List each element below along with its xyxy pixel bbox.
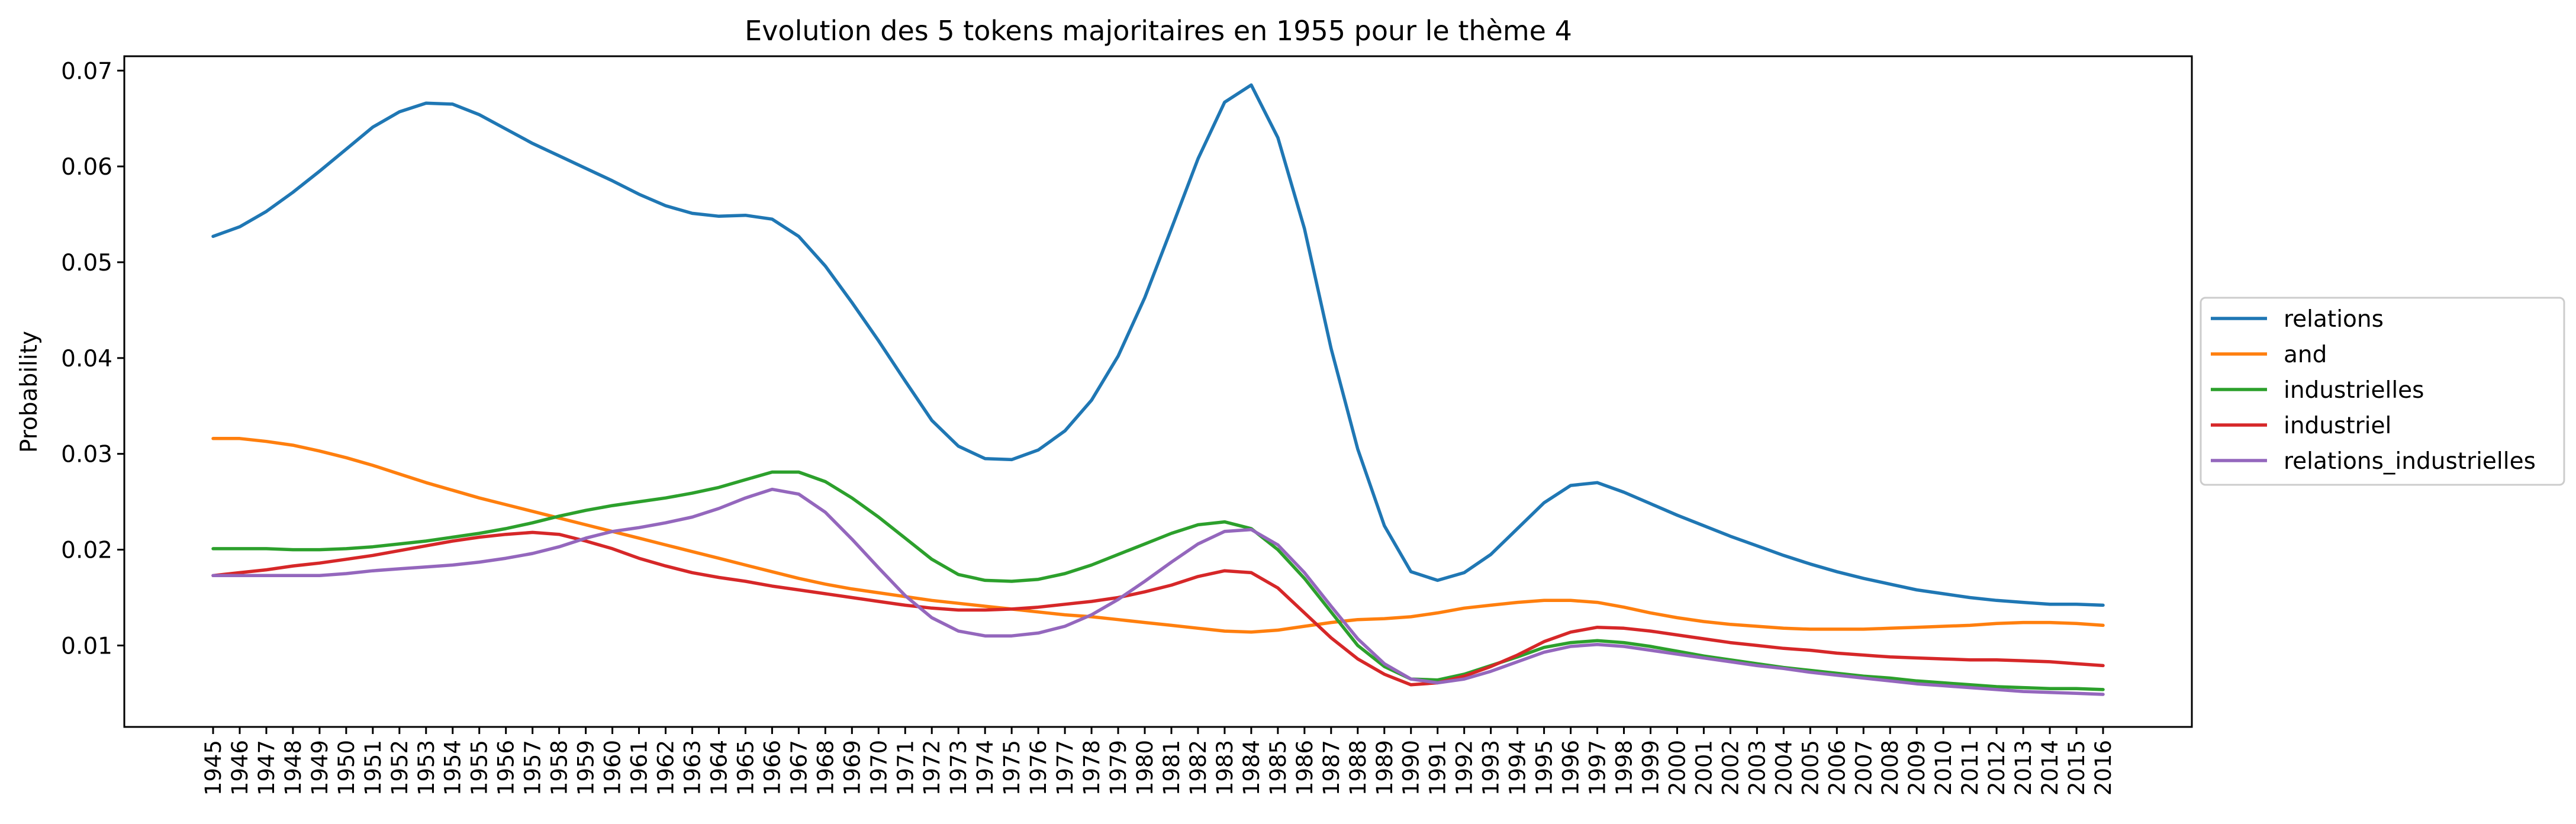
x-tick-label: 1987	[1319, 740, 1344, 796]
x-tick-label: 1955	[467, 740, 492, 796]
x-tick-label: 1954	[440, 740, 466, 796]
x-tick-label: 2014	[2037, 740, 2063, 796]
legend-label: and	[2284, 342, 2327, 368]
x-tick-label: 1975	[999, 740, 1025, 796]
x-tick-label: 1974	[973, 740, 998, 796]
x-tick-label: 1960	[600, 740, 626, 796]
x-tick-label: 1967	[786, 740, 812, 796]
legend: relations and industrielles industriel relat…	[2200, 297, 2565, 486]
series-line-5	[211, 487, 2105, 696]
y-axis: 0.01 0.02 0.03 0.04 0.05 0.06 0.07	[61, 58, 124, 659]
x-tick-label: 1958	[547, 740, 572, 796]
x-tick-label: 1982	[1186, 740, 1211, 796]
x-tick-label: 1963	[680, 740, 706, 796]
x-tick-label: 2016	[2091, 740, 2116, 796]
x-tick-label: 1950	[334, 740, 359, 796]
x-tick-label: 1972	[919, 740, 945, 796]
y-tick-label: 0.04	[61, 346, 112, 372]
x-tick-label: 1947	[254, 740, 279, 796]
x-tick-label: 1985	[1266, 740, 1291, 796]
x-tick-label: 1990	[1399, 740, 1424, 796]
x-tick-label: 1979	[1106, 740, 1131, 796]
x-tick-label: 1999	[1638, 740, 1664, 796]
x-tick-label: 1962	[653, 740, 679, 796]
x-tick-label: 1945	[201, 740, 226, 796]
y-tick-label: 0.01	[61, 633, 112, 659]
chart-title: Evolution des 5 tokens majoritaires en 1…	[745, 15, 1572, 47]
x-tick-label: 2007	[1851, 740, 1876, 796]
y-tick-label: 0.07	[61, 58, 112, 85]
plot-frame	[123, 55, 2193, 728]
x-tick-label: 1984	[1239, 740, 1264, 796]
y-tick-label: 0.03	[61, 442, 112, 468]
x-tick-label: 2006	[1824, 740, 1850, 796]
x-tick-label: 1965	[733, 740, 758, 796]
y-tick-label: 0.02	[61, 537, 112, 564]
x-tick-label: 1981	[1159, 740, 1184, 796]
x-tick-label: 1970	[866, 740, 891, 796]
x-tick-label: 1986	[1292, 740, 1318, 796]
x-tick-label: 1994	[1505, 740, 1531, 796]
series-line-2	[211, 437, 2105, 634]
x-tick-label: 1964	[707, 740, 732, 796]
x-tick-label: 2013	[2011, 740, 2036, 796]
x-tick-label: 2010	[1931, 740, 1956, 796]
y-tick-label: 0.05	[61, 250, 112, 276]
x-tick-label: 1952	[387, 740, 413, 796]
x-tick-label: 1992	[1452, 740, 1477, 796]
x-tick-label: 1971	[893, 740, 918, 796]
x-tick-label: 1948	[281, 740, 306, 796]
x-tick-label: 2003	[1744, 740, 1770, 796]
series-lines	[211, 83, 2105, 696]
x-tick-label: 1976	[1026, 740, 1051, 796]
x-axis: 1945 1946 1947 1948 1949 1950 1951 1952 1953 1954…	[201, 727, 2116, 796]
x-tick-label: 1966	[759, 740, 785, 796]
x-tick-label: 1946	[227, 740, 253, 796]
x-tick-label: 2015	[2064, 740, 2089, 796]
x-tick-label: 1949	[307, 740, 333, 796]
x-tick-label: 1953	[414, 740, 439, 796]
x-tick-label: 1995	[1532, 740, 1557, 796]
x-tick-label: 1989	[1372, 740, 1398, 796]
x-tick-label: 1968	[813, 740, 838, 796]
x-tick-label: 1961	[627, 740, 652, 796]
x-tick-label: 1988	[1345, 740, 1371, 796]
x-tick-label: 2012	[1984, 740, 2010, 796]
legend-label: relations_industrielles	[2284, 448, 2536, 475]
x-tick-label: 2011	[1957, 740, 1983, 796]
x-tick-label: 1980	[1132, 740, 1158, 796]
x-tick-label: 1969	[839, 740, 865, 796]
x-tick-label: 2004	[1771, 740, 1796, 796]
y-axis-label: Probability	[16, 331, 43, 453]
legend-frame	[2200, 297, 2565, 486]
x-tick-label: 2001	[1691, 740, 1717, 796]
x-tick-label: 1991	[1425, 740, 1451, 796]
x-tick-label: 1951	[360, 740, 386, 796]
series-line-1	[211, 83, 2105, 607]
legend-label: industriel	[2284, 413, 2391, 439]
x-tick-label: 2000	[1665, 740, 1690, 796]
x-tick-label: 1959	[574, 740, 599, 796]
x-tick-label: 2005	[1798, 740, 1823, 796]
x-tick-label: 1956	[494, 740, 519, 796]
x-tick-label: 2008	[1878, 740, 1903, 796]
x-tick-label: 2002	[1718, 740, 1743, 796]
x-tick-label: 1996	[1559, 740, 1584, 796]
x-tick-label: 2009	[1904, 740, 1930, 796]
x-tick-label: 1997	[1585, 740, 1611, 796]
legend-label: relations	[2284, 306, 2384, 333]
x-tick-label: 1993	[1479, 740, 1504, 796]
x-tick-label: 1998	[1612, 740, 1637, 796]
series-line-4	[211, 530, 2105, 687]
x-tick-label: 1973	[946, 740, 971, 796]
x-tick-label: 1978	[1079, 740, 1105, 796]
x-tick-label: 1957	[520, 740, 546, 796]
y-tick-label: 0.06	[61, 154, 112, 181]
legend-label: industrielles	[2284, 377, 2424, 404]
x-tick-label: 1977	[1052, 740, 1078, 796]
x-tick-label: 1983	[1212, 740, 1238, 796]
